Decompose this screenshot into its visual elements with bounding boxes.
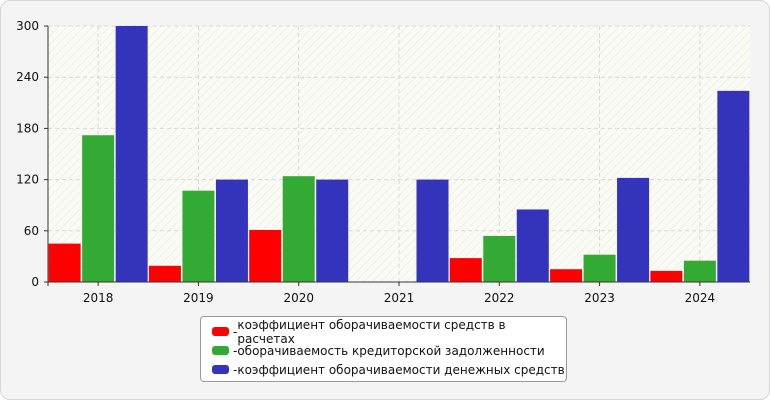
bar bbox=[82, 135, 115, 282]
legend-swatch bbox=[212, 346, 229, 355]
y-axis-ticks: 0 60 120 180 240 300 bbox=[16, 19, 48, 289]
bar bbox=[449, 258, 482, 282]
bar bbox=[249, 229, 282, 282]
bar bbox=[717, 90, 750, 282]
bar bbox=[316, 179, 349, 282]
bar bbox=[215, 179, 248, 282]
legend-item: - коэффициент оборачиваемости денежных с… bbox=[212, 360, 566, 379]
x-tick-label: 2024 bbox=[685, 291, 716, 305]
bar bbox=[416, 179, 449, 282]
legend: - коэффициент оборачиваемости средств в … bbox=[200, 316, 567, 382]
legend-label: коэффициент оборачиваемости средств в ра… bbox=[237, 317, 506, 346]
bar bbox=[148, 265, 181, 282]
bar bbox=[48, 243, 81, 282]
legend-swatch bbox=[212, 327, 229, 336]
bars bbox=[48, 26, 750, 282]
legend-prefix: - bbox=[233, 324, 238, 339]
legend-label: коэффициент оборачиваемости денежных сре… bbox=[237, 362, 565, 377]
x-tick-label: 2021 bbox=[384, 291, 415, 305]
x-tick-label: 2023 bbox=[584, 291, 615, 305]
legend-item: - коэффициент оборачиваемости средств в … bbox=[212, 318, 566, 346]
legend-swatch bbox=[212, 365, 229, 374]
y-tick-label: 60 bbox=[24, 224, 39, 238]
x-axis-ticks: 2018 2019 2020 2021 2022 2023 2024 bbox=[83, 282, 715, 305]
bar bbox=[483, 235, 516, 282]
bar bbox=[516, 209, 549, 282]
x-tick-label: 2022 bbox=[484, 291, 515, 305]
y-tick-label: 0 bbox=[31, 275, 39, 289]
axes bbox=[44, 26, 750, 286]
y-tick-label: 120 bbox=[16, 173, 39, 187]
legend-item: - оборачиваемость кредиторской задолженн… bbox=[212, 341, 566, 360]
bar bbox=[182, 190, 215, 282]
bar bbox=[683, 260, 716, 282]
bar bbox=[583, 254, 616, 282]
x-tick-label: 2018 bbox=[83, 291, 114, 305]
legend-prefix: - bbox=[233, 343, 238, 358]
x-tick-label: 2019 bbox=[183, 291, 214, 305]
bar bbox=[115, 26, 148, 282]
legend-label: оборачиваемость кредиторской задолженнос… bbox=[237, 343, 545, 358]
bar bbox=[617, 177, 650, 282]
bar bbox=[550, 269, 583, 282]
y-tick-label: 240 bbox=[16, 70, 39, 84]
legend-prefix: - bbox=[233, 362, 238, 377]
y-tick-label: 300 bbox=[16, 19, 39, 33]
x-tick-label: 2020 bbox=[283, 291, 314, 305]
bar bbox=[650, 270, 683, 282]
y-tick-label: 180 bbox=[16, 121, 39, 135]
bar bbox=[282, 176, 315, 282]
